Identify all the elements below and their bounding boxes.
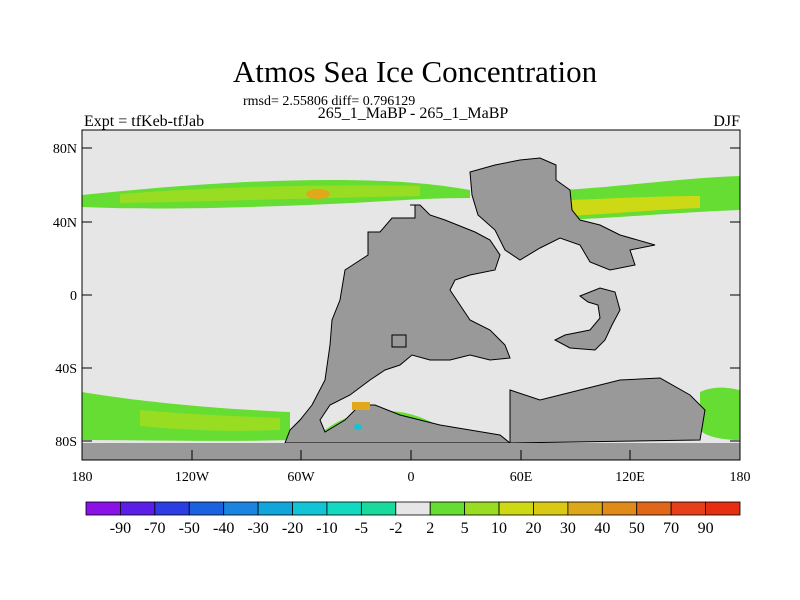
colorbar-swatch (705, 501, 741, 516)
colorbar-swatch (395, 501, 431, 516)
colorbar-swatch (670, 501, 706, 516)
colorbar-swatch (533, 501, 569, 516)
colorbar-label: 20 (525, 520, 541, 537)
colorbar-swatch (223, 501, 259, 516)
colorbar-swatch (360, 501, 397, 516)
colorbar-label: 90 (698, 520, 714, 537)
colorbar: -90 -70 -50 -40 -30 -20 -10 -5 -2 2 5 10 20 30 40 50 70 9… (85, 501, 741, 537)
stats-text: rmsd= 2.55806 diff= 0.796129 (243, 94, 416, 109)
lon-label: 60W (287, 470, 315, 485)
landmass-island (391, 334, 407, 348)
colorbar-swatch (292, 501, 328, 516)
ice-positive-patch (352, 402, 370, 410)
colorbar-label: 50 (629, 520, 645, 537)
colorbar-swatch (601, 501, 638, 516)
ice-band-south-east (700, 387, 740, 440)
colorbar-swatch (464, 501, 500, 516)
colorbar-swatch (257, 501, 293, 516)
colorbar-label: 40 (594, 520, 610, 537)
experiment-label: Expt = tfKeb-tfJab (84, 113, 205, 130)
colorbar-label: 30 (560, 520, 576, 537)
lat-label: 40N (53, 216, 77, 231)
page-title: Atmos Sea Ice Concentration (232, 54, 598, 89)
colorbar-label: 10 (491, 520, 507, 537)
lat-label: 80N (53, 142, 77, 157)
ice-band-south-inner (140, 410, 280, 431)
landmass-east (553, 287, 621, 351)
lon-axis (81, 450, 741, 460)
colorbar-label: 70 (663, 520, 679, 537)
lon-label: 120W (175, 470, 210, 485)
landmass-west (284, 204, 512, 444)
colorbar-swatch (636, 501, 672, 516)
colorbar-swatch (567, 501, 603, 516)
season-label: DJF (713, 113, 740, 130)
lon-label: 180 (730, 470, 751, 485)
colorbar-swatch (120, 501, 156, 516)
ice-negative-patch (354, 424, 362, 430)
colorbar-label: 2 (426, 520, 434, 537)
colorbar-label: -2 (389, 520, 402, 537)
subtitle: 265_1_MaBP - 265_1_MaBP (317, 105, 509, 122)
lat-axis (82, 147, 740, 442)
ice-band-north-east-inner (570, 196, 700, 216)
colorbar-swatch (154, 501, 190, 516)
colorbar-label: 5 (461, 520, 469, 537)
lat-label: 0 (70, 289, 77, 304)
colorbar-label: -50 (179, 520, 200, 537)
colorbar-label: -90 (110, 520, 131, 537)
lon-label: 180 (72, 470, 93, 485)
lon-label: 120E (615, 470, 645, 485)
colorbar-label: -20 (282, 520, 303, 537)
colorbar-swatch (429, 501, 466, 516)
lon-label: 60E (510, 470, 533, 485)
landmass-north (469, 157, 656, 271)
colorbar-swatch (188, 501, 225, 516)
colorbar-swatch (85, 501, 121, 516)
lat-label: 80S (55, 435, 77, 450)
ice-band-north-inner (120, 185, 420, 203)
colorbar-label: -70 (144, 520, 165, 537)
ice-max-north (306, 189, 330, 199)
colorbar-label: -40 (213, 520, 234, 537)
colorbar-label: -30 (247, 520, 268, 537)
colorbar-label: -5 (355, 520, 368, 537)
lat-label: 40S (55, 362, 77, 377)
landmass-antarctica (509, 377, 706, 444)
lon-label: 0 (408, 470, 415, 485)
colorbar-label: -10 (316, 520, 337, 537)
colorbar-swatch (326, 501, 362, 516)
colorbar-swatch (498, 501, 534, 516)
